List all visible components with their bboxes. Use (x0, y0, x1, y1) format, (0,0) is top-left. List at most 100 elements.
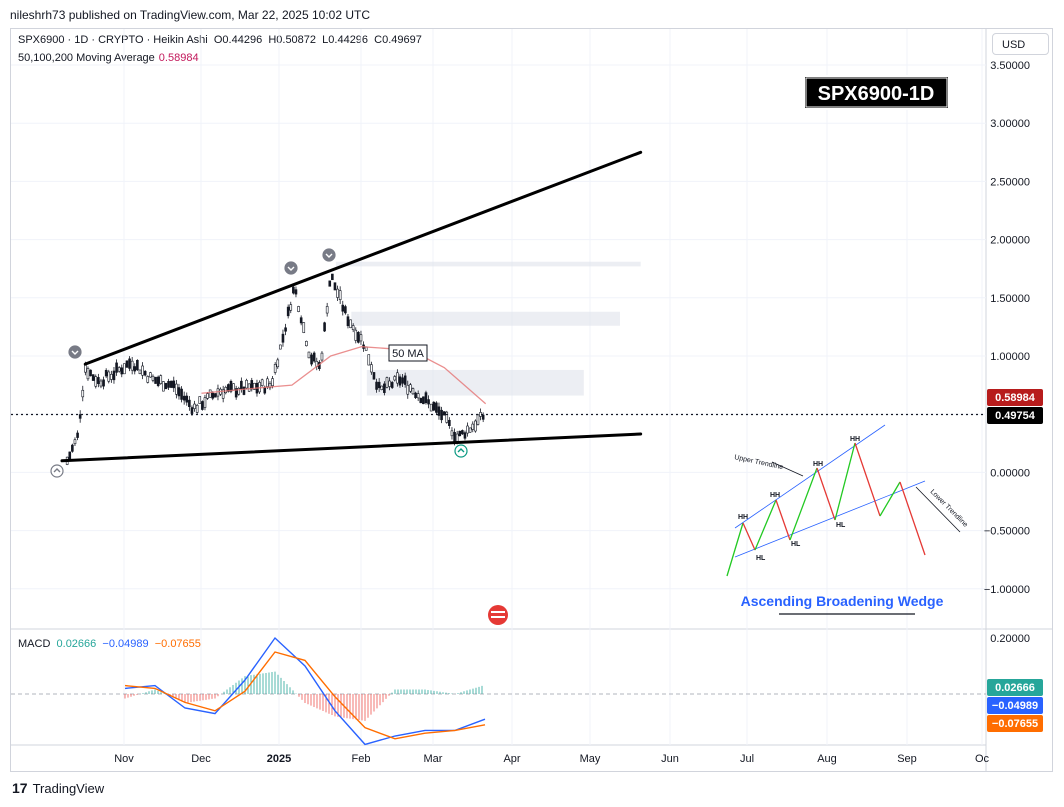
candle (273, 364, 277, 373)
open-label: O (213, 34, 223, 46)
y-tick-label: 0.00000 (990, 467, 1030, 479)
x-tick-label: Feb (352, 753, 371, 765)
inset-wave-label: HL (836, 522, 846, 529)
x-tick-label: May (580, 753, 601, 765)
candle (455, 433, 459, 442)
y-tick-label: 2.50000 (990, 176, 1030, 188)
candle (162, 381, 165, 392)
inset-wave-label: HH (813, 461, 823, 468)
macd-legend-signal: −0.04989 (102, 638, 149, 650)
signal-tag: −0.04989 (992, 700, 1038, 712)
candle (229, 380, 233, 392)
inset-up-leg (789, 467, 818, 541)
candle (164, 382, 168, 390)
resistance-zone (335, 261, 641, 267)
lower-trendline (60, 432, 643, 463)
candle (123, 363, 126, 375)
candle (76, 432, 79, 438)
candle (81, 389, 85, 398)
y-tick-label: 3.00000 (990, 118, 1030, 130)
x-tick-label: Jun (661, 753, 679, 765)
y-tick-label: 1.00000 (990, 351, 1030, 363)
inset-down-leg (899, 481, 926, 556)
candle (177, 387, 181, 397)
x-tick-label: Sep (897, 753, 917, 765)
candle (422, 396, 425, 405)
candle (323, 322, 326, 332)
candle (221, 389, 225, 399)
upper-trendline (83, 150, 643, 366)
open-value: 0.44296 (222, 34, 263, 46)
candle (458, 430, 462, 437)
inset-wave-label: HH (770, 492, 780, 499)
candle (268, 383, 272, 389)
inset-up-leg (726, 522, 744, 577)
candle (276, 359, 280, 368)
candle (224, 387, 228, 394)
candle (380, 385, 384, 390)
inset-up-leg (879, 481, 901, 517)
candle (448, 419, 451, 426)
candle (214, 393, 217, 398)
chart-frame (10, 28, 1053, 772)
candle (305, 340, 308, 347)
candle (336, 288, 339, 298)
candle (110, 374, 113, 380)
candle (310, 354, 313, 365)
candle (372, 372, 376, 380)
candle (354, 329, 358, 341)
x-tick-label: 2025 (267, 753, 291, 765)
currency-button[interactable]: USD (992, 33, 1049, 55)
inset-up-leg (754, 499, 777, 551)
arrow-down-marker-icon (284, 261, 298, 275)
tradingview-logo[interactable]: 17 TradingView (12, 780, 104, 796)
y-tick-label: 2.00000 (990, 235, 1030, 247)
candle (411, 388, 415, 395)
inset-wave-label: HL (791, 541, 801, 548)
candle (377, 381, 381, 389)
candle (117, 367, 121, 372)
macd-legend-macd: 0.02666 (56, 638, 97, 650)
tradingview-mark-icon: 17 (12, 780, 28, 796)
candle (294, 289, 298, 295)
candle (385, 377, 389, 388)
candle (416, 393, 420, 399)
candle (471, 423, 475, 430)
inset-lower-trendline (734, 480, 926, 558)
candle (351, 325, 355, 330)
y-tick-label: −1.00000 (984, 584, 1030, 596)
candle (130, 360, 134, 371)
inset-down-leg (742, 522, 756, 551)
inset-up-leg (834, 442, 856, 521)
candle (312, 352, 316, 362)
candle (133, 366, 137, 372)
candle (94, 376, 98, 387)
candle (474, 420, 477, 432)
inset-down-leg (816, 467, 836, 521)
candle (125, 360, 129, 368)
candle (104, 369, 108, 377)
candle (232, 383, 235, 391)
candle (234, 388, 238, 398)
candle (237, 388, 241, 395)
hist-tag: −0.07655 (992, 718, 1038, 730)
candle (201, 401, 204, 410)
macd-y-tick: 0.20000 (990, 633, 1030, 645)
candle (86, 368, 90, 380)
candle (476, 414, 480, 425)
candle (346, 316, 350, 327)
macd-legend-hist: −0.07655 (154, 638, 201, 650)
candle (112, 370, 116, 381)
signal-line (124, 651, 486, 740)
signal-tag-box (987, 697, 1043, 714)
candle (198, 396, 202, 404)
x-tick-label: Jul (740, 753, 754, 765)
candle (370, 364, 373, 373)
candle (383, 383, 386, 393)
inset-upper-trendline (734, 424, 886, 529)
candle (149, 372, 152, 378)
candle (281, 333, 285, 343)
macd-line (124, 636, 486, 746)
inset-title: Ascending Broadening Wedge (741, 593, 944, 609)
